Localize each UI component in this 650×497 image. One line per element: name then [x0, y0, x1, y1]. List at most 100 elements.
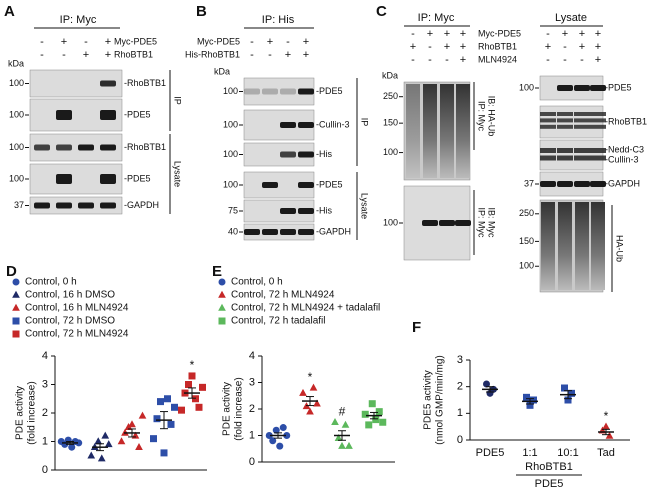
ip-header: Lysate — [555, 12, 587, 24]
legend-marker — [12, 317, 20, 325]
data-point — [602, 422, 610, 430]
data-point — [375, 408, 383, 416]
significance-mark: * — [308, 370, 313, 384]
smear-lane — [575, 202, 589, 290]
bracket-label: IB: HA-Ub — [487, 96, 497, 137]
band — [540, 112, 556, 116]
data-point — [160, 449, 168, 457]
treatment-sign: - — [445, 54, 449, 66]
data-point — [269, 437, 277, 445]
treatment-sign: - — [563, 41, 567, 53]
mw-marker: 250 — [383, 91, 398, 101]
blot-label: -His — [316, 149, 332, 159]
band — [455, 220, 471, 226]
band — [557, 112, 573, 116]
blot-label: -RhoBTB1 — [605, 116, 647, 126]
treatment-sign: + — [303, 36, 309, 48]
data-point — [276, 442, 284, 450]
treatment-sign: - — [268, 49, 272, 61]
band — [590, 181, 606, 187]
data-point — [345, 441, 353, 449]
y-axis-label: (fold increase) — [234, 377, 245, 440]
data-point — [185, 381, 192, 388]
treatment-sign: - — [250, 36, 254, 48]
blot-label: -GAPDH — [605, 178, 640, 188]
data-point — [188, 372, 196, 380]
band — [574, 148, 590, 153]
data-point — [338, 441, 346, 449]
band — [262, 88, 278, 95]
data-point — [283, 432, 291, 439]
band — [56, 110, 72, 120]
y-tick-label: 2 — [457, 381, 463, 393]
group-label: PDE5 — [535, 478, 564, 490]
significance-mark: # — [339, 404, 346, 418]
treatment-sign: + — [562, 28, 568, 40]
data-point — [94, 437, 103, 445]
legend-marker — [218, 317, 226, 325]
data-point — [75, 439, 83, 447]
y-tick-label: 1 — [249, 429, 255, 441]
treatment-sign: + — [83, 49, 89, 61]
band — [590, 124, 606, 129]
data-point — [117, 437, 126, 445]
data-point — [171, 403, 178, 411]
mw-marker: 100 — [9, 78, 24, 88]
band — [557, 124, 573, 129]
legend-marker — [218, 290, 226, 298]
data-point — [104, 440, 113, 448]
band — [574, 124, 590, 129]
data-point — [306, 407, 314, 415]
band — [280, 208, 296, 214]
band — [298, 88, 314, 95]
data-point — [334, 433, 343, 441]
treatment-sign: + — [579, 41, 585, 53]
mw-marker: 100 — [223, 149, 238, 159]
y-tick-label: 3 — [42, 378, 48, 390]
band — [56, 202, 72, 209]
bracket-label: Lysate — [173, 161, 183, 187]
treatment-label: Myc-PDE5 — [478, 28, 521, 38]
treatment-sign: + — [595, 41, 601, 53]
treatment-sign: + — [579, 28, 585, 40]
treatment-label: His-RhoBTB1 — [185, 49, 240, 59]
data-point — [68, 443, 76, 451]
panel-letter: B — [196, 3, 207, 20]
treatment-sign: + — [460, 28, 466, 40]
data-point — [101, 431, 110, 439]
band — [574, 118, 590, 123]
band — [34, 202, 50, 209]
band — [100, 110, 116, 120]
data-point — [564, 396, 572, 404]
legend-marker — [218, 278, 226, 286]
mw-marker: 150 — [519, 236, 534, 246]
mw-marker: 100 — [223, 119, 238, 129]
band — [280, 229, 296, 235]
treatment-sign: + — [545, 41, 551, 53]
band — [557, 148, 573, 153]
bracket-label: IB: Myc — [487, 207, 497, 238]
band — [78, 144, 94, 151]
y-axis-label: PDE activity — [222, 382, 233, 436]
band — [590, 112, 606, 116]
significance-mark: * — [604, 409, 609, 423]
legend-label: Control, 72 h MLN4924 — [231, 290, 335, 301]
band — [100, 144, 116, 151]
treatment-sign: - — [563, 54, 567, 66]
ip-header: IP: His — [262, 14, 295, 26]
bracket-label: HA-Ub — [615, 235, 625, 262]
mw-marker: 100 — [519, 261, 534, 271]
y-axis-label: (nmol GMP/min/mg) — [435, 355, 446, 444]
y-tick-label: 4 — [42, 350, 48, 362]
treatment-label: Myc-PDE5 — [114, 36, 157, 46]
smear-lane — [423, 84, 437, 178]
legend-marker — [218, 303, 226, 311]
band — [590, 148, 606, 153]
blot-label: -Cullin-3 — [316, 119, 350, 129]
treatment-sign: + — [267, 36, 273, 48]
band — [574, 112, 590, 116]
data-point — [178, 406, 185, 414]
band — [298, 182, 314, 188]
legend-label: Control, 72 h MLN4924 + tadalafil — [231, 303, 380, 314]
